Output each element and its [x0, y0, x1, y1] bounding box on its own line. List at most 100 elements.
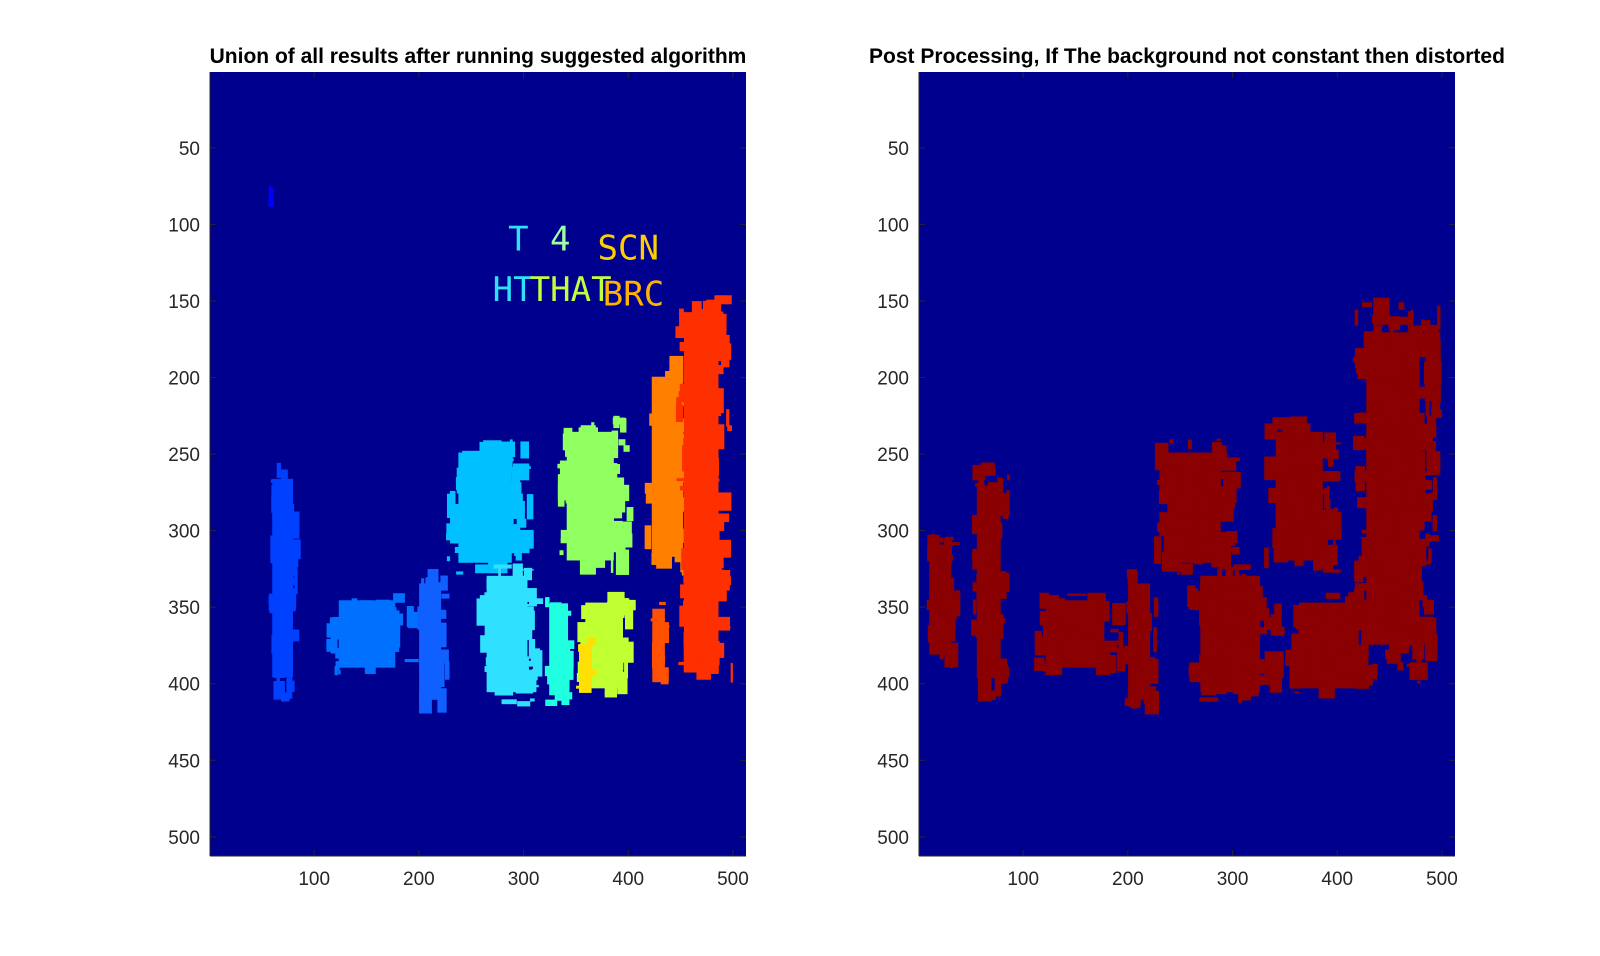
segment-fragment: [990, 547, 999, 572]
segment-fragment: [618, 439, 626, 446]
segment-fragment: [513, 627, 533, 640]
segment-fragment: [1420, 505, 1432, 522]
segment-fragment: [1335, 653, 1350, 675]
segment-fragment: [663, 495, 681, 511]
segment-fragment: [1288, 552, 1295, 560]
segment-fragment: [1123, 645, 1135, 664]
segment-fragment: [1421, 458, 1424, 464]
segment-fragment: [271, 634, 278, 655]
segment-fragment: [621, 659, 624, 671]
segment-fragment: [1357, 497, 1377, 509]
segment-fragment: [1199, 697, 1219, 702]
segment-fragment: [1437, 305, 1441, 330]
segment-fragment: [1381, 465, 1385, 468]
segment-fragment: [980, 462, 995, 476]
segment-fragment: [1297, 464, 1301, 480]
segment-fragment: [1362, 302, 1373, 308]
y-tick-label: 250: [168, 445, 200, 466]
segment-fragment: [469, 514, 486, 519]
segment-fragment: [611, 430, 619, 459]
segment-fragment: [565, 485, 573, 504]
segment-fragment: [496, 665, 505, 688]
segment-fragment: [679, 383, 698, 392]
segment-fragment: [986, 603, 996, 614]
segment-fragment: [1294, 544, 1298, 567]
segment-fragment: [479, 595, 491, 619]
segment-fragment: [515, 547, 522, 561]
segment-fragment: [1354, 649, 1362, 670]
segment-fragment: [987, 690, 996, 701]
segment-fragment: [469, 518, 475, 533]
segment-fragment: [1112, 602, 1126, 626]
segment-fragment: [1055, 606, 1060, 624]
segment-fragment: [604, 683, 617, 698]
segment-fragment: [978, 477, 984, 496]
segment-fragment: [711, 424, 725, 450]
segment-fragment: [1126, 569, 1134, 573]
segment-fragment: [1147, 657, 1156, 664]
segment-fragment: [943, 614, 957, 621]
segment-fragment: [557, 671, 566, 677]
segment-fragment: [1194, 546, 1203, 557]
segment-wall: [1187, 564, 1285, 704]
segment-fragment: [274, 518, 282, 546]
segment-fragment: [669, 355, 684, 382]
segment-fragment: [998, 613, 1004, 639]
segment-fragment: [269, 187, 272, 190]
segment-fragment: [1309, 451, 1330, 456]
right-plot-title: Post Processing, If The background not c…: [869, 45, 1505, 68]
x-tick-label: 300: [508, 869, 540, 890]
detected-text-1: 4: [550, 219, 570, 259]
segment-fragment: [1308, 445, 1318, 470]
segment-fragment: [1390, 431, 1402, 444]
segment-upper-building: [1264, 416, 1342, 573]
segment-fragment: [1293, 685, 1298, 688]
segment-fragment: [289, 503, 295, 513]
segment-fragment: [1425, 533, 1430, 547]
segment-fragment: [1218, 445, 1227, 469]
segment-fragment: [1366, 432, 1371, 460]
segment-fragment: [461, 454, 474, 462]
segment-fragment: [653, 397, 665, 413]
segment-fragment: [1326, 486, 1330, 507]
segment-fragment: [702, 430, 708, 456]
segment-fragment: [623, 445, 630, 452]
segment-fragment: [726, 409, 730, 427]
x-tick-label: 200: [403, 869, 435, 890]
segment-fragment: [1272, 528, 1287, 548]
segment-fragment: [1164, 537, 1179, 545]
segment-fragment: [281, 686, 285, 694]
segment-fragment: [651, 498, 658, 512]
segment-fragment: [622, 521, 632, 540]
segment-fragment: [1370, 428, 1388, 434]
segment-fragment: [583, 672, 589, 684]
segment-fragment: [1388, 316, 1401, 331]
segment-fragment: [699, 374, 714, 389]
segment-fragment: [1367, 454, 1379, 461]
segment-fragment: [286, 645, 293, 655]
segment-fragment: [335, 661, 340, 671]
segment-fragment: [483, 440, 502, 467]
segment-fragment: [1116, 647, 1126, 672]
segment-fragment: [1324, 488, 1329, 509]
segment-fragment: [679, 308, 684, 336]
segment-fragment: [557, 463, 577, 469]
segment-fragment: [1378, 507, 1397, 519]
segment-fragment: [1373, 579, 1390, 606]
segment-fragment: [343, 645, 359, 655]
segment-fragment: [1133, 596, 1137, 610]
segment-fragment: [972, 582, 980, 592]
segment-fragment: [1404, 573, 1420, 592]
segment-fragment: [1384, 483, 1389, 488]
segment-fragment: [1279, 438, 1289, 455]
segment-fragment: [1217, 568, 1223, 584]
segment-fragment: [1225, 531, 1238, 544]
segment-fragment: [358, 608, 361, 628]
segment-fragment: [1424, 599, 1434, 615]
segment-fragment: [675, 404, 684, 423]
segment-fragment: [389, 613, 404, 626]
segment-fragment: [1002, 514, 1009, 520]
segment-fragment: [1348, 592, 1356, 620]
segment-fragment: [1389, 639, 1409, 654]
detected-text-4: THAT: [530, 270, 612, 310]
